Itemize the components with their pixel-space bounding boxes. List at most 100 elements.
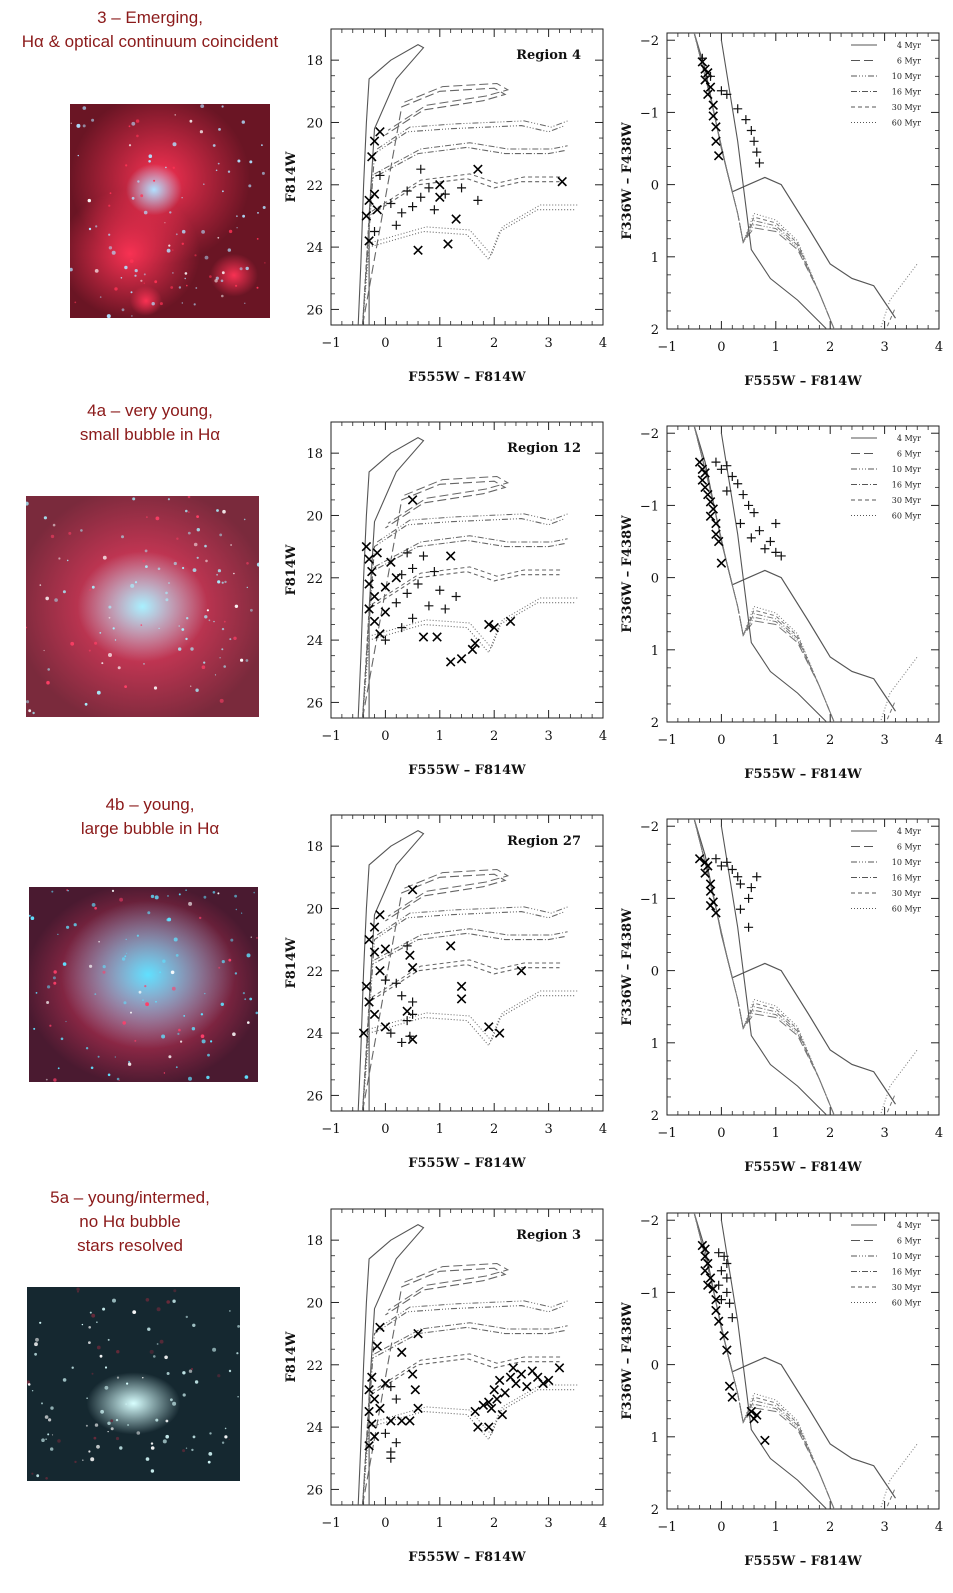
star-x-marker — [369, 136, 380, 146]
star-plus-marker — [429, 567, 439, 577]
legend-label: 60 Myr — [892, 119, 921, 128]
x-axis-title: F555W – F814W — [744, 767, 862, 782]
star-x-marker — [418, 632, 429, 642]
star-plus-marker — [397, 991, 407, 1001]
legend-label: 10 Myr — [892, 465, 921, 474]
ccd-plot: −1 0 1 2 3 4 −2 −1 0 1 2 F555W – F814W F336W – F438W… — [620, 818, 943, 1175]
y-tick-label: 18 — [306, 840, 323, 855]
legend-label: 30 Myr — [892, 103, 921, 112]
star-x-marker — [375, 1322, 385, 1333]
legend-label: 60 Myr — [892, 1299, 921, 1308]
track-line — [879, 656, 918, 722]
y-tick-label: 2 — [651, 716, 659, 731]
star-x-marker — [367, 1372, 377, 1383]
star-x-marker — [508, 1363, 519, 1373]
star-x-marker — [369, 1431, 380, 1442]
region-category-label: 4a – very young, small bubble in Hα — [0, 399, 300, 447]
track-line — [693, 426, 835, 722]
isochrone-line — [371, 204, 579, 256]
isochrone-line — [374, 535, 568, 568]
x-tick-label: 4 — [599, 1122, 607, 1137]
track-line — [879, 1443, 918, 1509]
track-line — [693, 33, 835, 329]
x-tick-label: 2 — [490, 1516, 498, 1531]
star-plus-marker — [402, 548, 412, 558]
isochrone-line — [371, 1353, 563, 1392]
star-plus-marker — [749, 508, 759, 518]
star-x-marker — [557, 176, 567, 187]
star-x-marker — [369, 616, 380, 627]
star-plus-marker — [733, 872, 743, 882]
star-x-marker — [494, 1028, 505, 1038]
star-x-marker — [364, 236, 374, 246]
isochrone-line — [362, 1326, 566, 1505]
star-plus-marker — [727, 1313, 737, 1323]
star-x-marker — [713, 150, 724, 161]
isochrone-line — [362, 87, 507, 325]
y-axis-title: F814W — [284, 151, 299, 202]
region-category-label: 5a – young/intermed, no Hα bubble stars re… — [0, 1186, 260, 1258]
star-plus-marker — [418, 551, 428, 561]
star-x-marker — [516, 1369, 527, 1379]
star-plus-marker — [716, 1295, 726, 1305]
region-label: Region 27 — [507, 834, 581, 849]
y-tick-label: 0 — [651, 572, 659, 587]
star-x-marker — [364, 1441, 374, 1451]
star-plus-marker — [738, 490, 748, 500]
star-plus-marker — [424, 601, 434, 611]
star-plus-marker — [380, 1428, 390, 1438]
star-x-marker — [364, 1406, 374, 1417]
star-x-marker — [432, 632, 442, 642]
star-x-marker — [705, 879, 716, 889]
y-tick-label: 1 — [651, 1431, 659, 1446]
cmd-plot: −1 0 1 2 3 4 18 20 22 24 26 F555W – F814W F814W Regio… — [284, 28, 607, 385]
x-tick-label: 1 — [772, 733, 780, 748]
legend: 4 Myr 6 Myr 10 Myr 16 Myr 30 Myr 60 Myr — [851, 1221, 921, 1308]
region-label: Region 4 — [516, 48, 581, 63]
isochrone-line — [371, 173, 563, 212]
star-plus-marker — [746, 883, 756, 893]
track-line — [720, 826, 828, 1115]
x-tick-label: 4 — [935, 733, 943, 748]
star-x-marker — [705, 497, 716, 507]
star-x-marker — [700, 482, 710, 493]
star-plus-marker — [744, 922, 754, 932]
star-plus-marker — [413, 579, 423, 589]
star-x-marker — [386, 557, 396, 567]
x-axis-title: F555W – F814W — [408, 1550, 526, 1565]
star-plus-marker — [402, 588, 412, 598]
x-axis-title: F555W – F814W — [744, 374, 862, 389]
y-tick-label: 20 — [306, 902, 323, 917]
star-x-marker — [711, 1294, 721, 1305]
isochrone-line — [376, 1300, 568, 1330]
x-tick-label: 3 — [880, 1520, 888, 1535]
x-axis-title: F555W – F814W — [744, 1554, 862, 1569]
y-tick-label: 0 — [651, 179, 659, 194]
isochrone-line — [387, 82, 510, 131]
star-x-marker — [705, 886, 716, 896]
y-tick-label: −1 — [640, 1286, 659, 1301]
x-tick-label: 1 — [436, 729, 444, 744]
star-x-marker — [713, 1316, 724, 1327]
axes-frame — [666, 425, 940, 723]
star-plus-marker — [380, 635, 390, 645]
star-x-marker — [369, 591, 380, 602]
star-plus-marker — [765, 537, 775, 547]
track-line — [693, 819, 835, 1115]
star-x-marker — [405, 950, 415, 960]
cmd-plot: −1 0 1 2 3 4 18 20 22 24 26 F555W – F814W F814W Regio… — [284, 421, 607, 778]
x-tick-label: 2 — [826, 1520, 834, 1535]
x-tick-label: 3 — [544, 336, 552, 351]
legend-label: 6 Myr — [897, 843, 921, 852]
region-category-label: 4b – young, large bubble in Hα — [0, 793, 300, 841]
legend-label: 4 Myr — [897, 434, 921, 443]
x-tick-label: 3 — [544, 1516, 552, 1531]
x-tick-label: 1 — [436, 1122, 444, 1137]
star-plus-marker — [749, 136, 759, 146]
x-tick-label: −1 — [321, 336, 340, 351]
star-x-marker — [413, 245, 423, 255]
legend-label: 4 Myr — [897, 1221, 921, 1230]
star-plus-marker — [451, 591, 461, 601]
star-x-marker — [700, 868, 710, 878]
label-line: 3 – Emerging, — [97, 8, 203, 27]
